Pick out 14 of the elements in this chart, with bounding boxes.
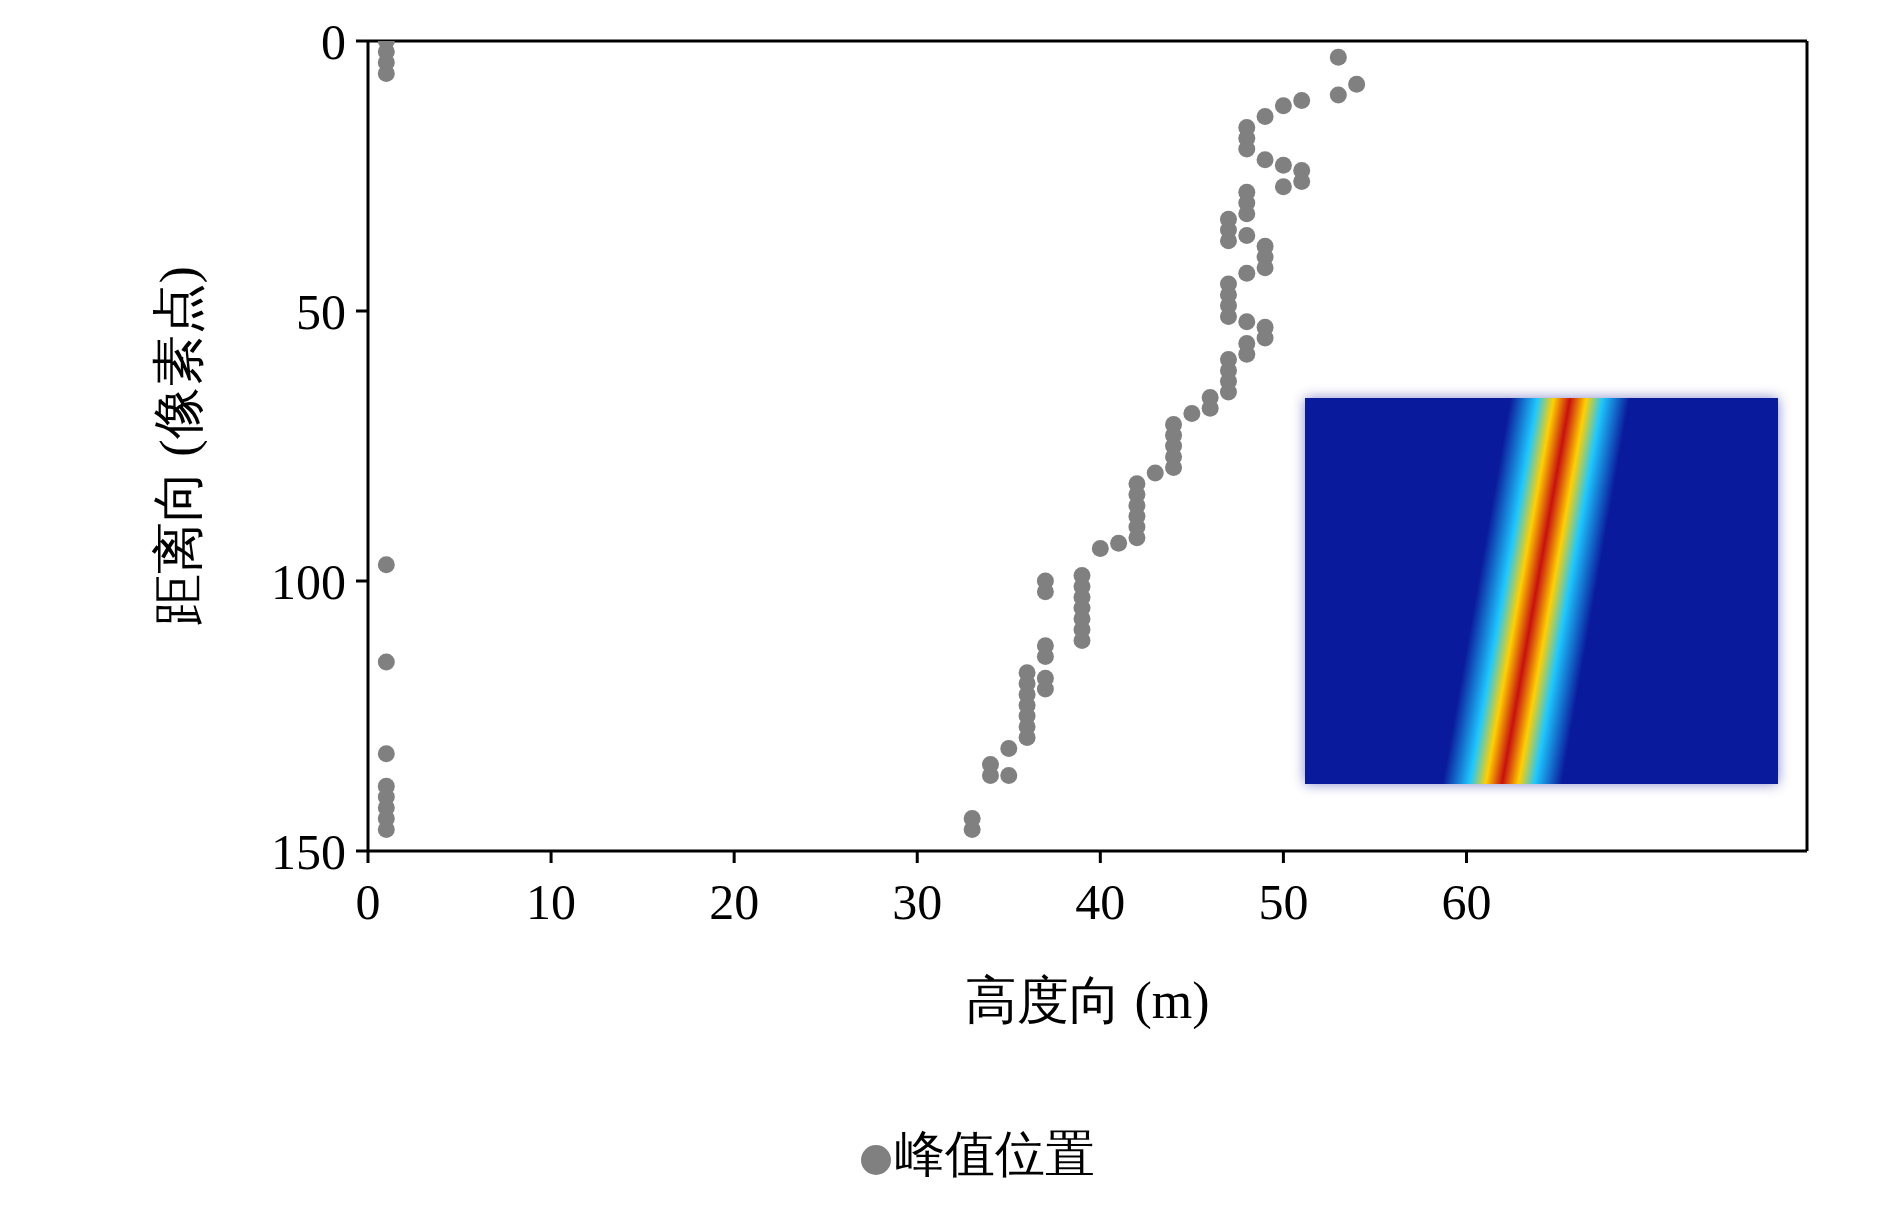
x-tick-label: 0 bbox=[355, 873, 381, 930]
y-axis-title: 距离向 (像素点) bbox=[150, 266, 209, 626]
y-tick-label: 50 bbox=[296, 283, 346, 340]
x-tick-label: 20 bbox=[709, 873, 760, 930]
x-tick-label: 10 bbox=[526, 873, 577, 930]
x-tick-label: 30 bbox=[892, 873, 943, 930]
x-axis-title: 高度向 (m) bbox=[965, 971, 1210, 1030]
y-tick-label: 100 bbox=[271, 553, 346, 610]
legend-label: 峰值位置 bbox=[895, 1126, 1095, 1182]
y-tick-label: 150 bbox=[271, 823, 346, 880]
y-tick-label: 0 bbox=[321, 13, 346, 70]
x-tick-label: 40 bbox=[1075, 873, 1126, 930]
x-tick-label: 60 bbox=[1441, 873, 1492, 930]
x-tick-label: 50 bbox=[1258, 873, 1309, 930]
